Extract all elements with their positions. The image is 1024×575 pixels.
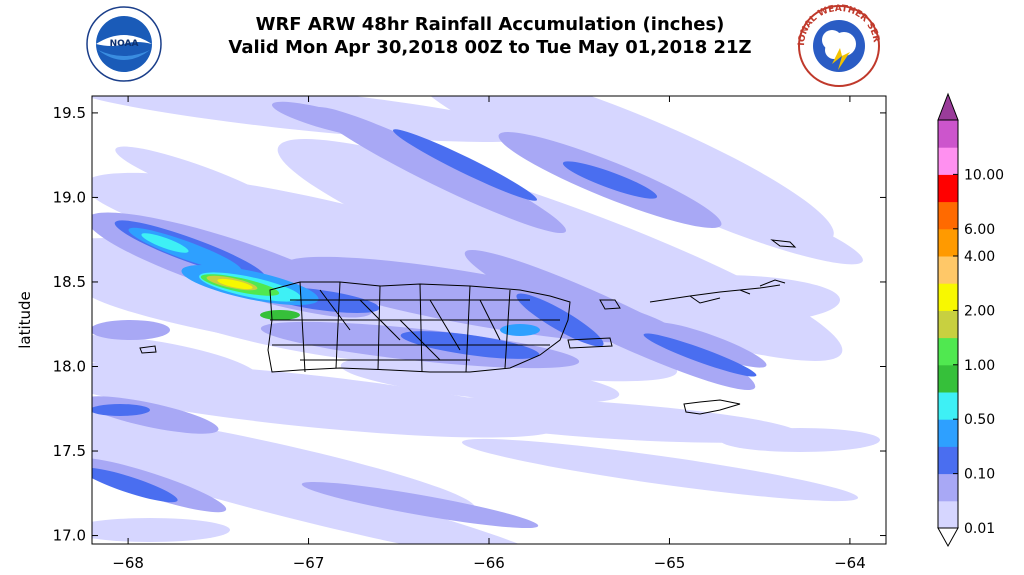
- colorbar-label: 1.00: [964, 358, 995, 374]
- colorbar-label: 0.10: [964, 467, 995, 483]
- colorbar-under-arrow: [937, 527, 959, 548]
- colorbar-swatch: [938, 120, 958, 148]
- x-tick-label: −66: [473, 554, 505, 572]
- colorbar-label: 6.00: [964, 222, 995, 238]
- noaa-logo-icon: NOAA: [86, 6, 162, 82]
- x-tick-label: −64: [834, 554, 866, 572]
- colorbar-swatch: [938, 392, 958, 420]
- y-tick-label: 17.5: [53, 442, 86, 460]
- colorbar-label: 0.01: [964, 521, 995, 537]
- colorbar-swatch: [938, 419, 958, 447]
- chart-title-line1: WRF ARW 48hr Rainfall Accumulation (inch…: [255, 14, 725, 35]
- colorbar-swatch: [938, 446, 958, 475]
- colorbar-swatch: [938, 283, 958, 311]
- colorbar-swatch: [938, 147, 958, 175]
- y-tick-label: 17.0: [53, 527, 86, 545]
- colorbar-swatch: [938, 337, 958, 366]
- chart-title-line2: Valid Mon Apr 30,2018 00Z to Tue May 01,…: [228, 37, 752, 58]
- colorbar-over-arrow: [937, 92, 959, 121]
- colorbar-label: 10.00: [964, 167, 1004, 183]
- y-axis: 17.0 17.5 18.0 18.5 19.0 19.5: [53, 104, 886, 545]
- colorbar-swatch: [938, 228, 958, 257]
- colorbar-frame: [937, 119, 959, 529]
- x-axis: −68 −67 −66 −65 −64: [112, 96, 866, 572]
- y-tick-label: 18.0: [53, 357, 86, 375]
- colorbar-swatch: [938, 201, 958, 230]
- noaa-logo-text: NOAA: [110, 39, 139, 49]
- x-tick-label: −65: [654, 554, 686, 572]
- colorbar-swatch: [938, 174, 958, 203]
- colorbar-label: 2.00: [964, 303, 995, 319]
- colorbar-label: 0.50: [964, 412, 995, 428]
- colorbar-swatch: [938, 256, 958, 284]
- colorbar: 0.01 0.10 0.50 1.00 2.00 4.00 6.00 10.00: [937, 92, 1004, 548]
- colorbar-swatch: [938, 310, 958, 339]
- colorbar-label: 4.00: [964, 249, 995, 265]
- coastlines: [139, 239, 797, 415]
- y-axis-label: latitude: [16, 291, 34, 349]
- x-tick-label: −67: [293, 554, 325, 572]
- y-tick-label: 19.0: [53, 188, 86, 206]
- x-tick-label: −68: [112, 554, 144, 572]
- y-tick-label: 19.5: [53, 104, 86, 122]
- rainfall-contours: [92, 96, 880, 544]
- y-tick-label: 18.5: [53, 273, 86, 291]
- nws-logo-icon: NATIONAL WEATHER SERVICE: [796, 4, 881, 87]
- colorbar-swatch: [938, 500, 958, 529]
- colorbar-swatch: [938, 364, 958, 393]
- colorbar-swatch: [938, 473, 958, 502]
